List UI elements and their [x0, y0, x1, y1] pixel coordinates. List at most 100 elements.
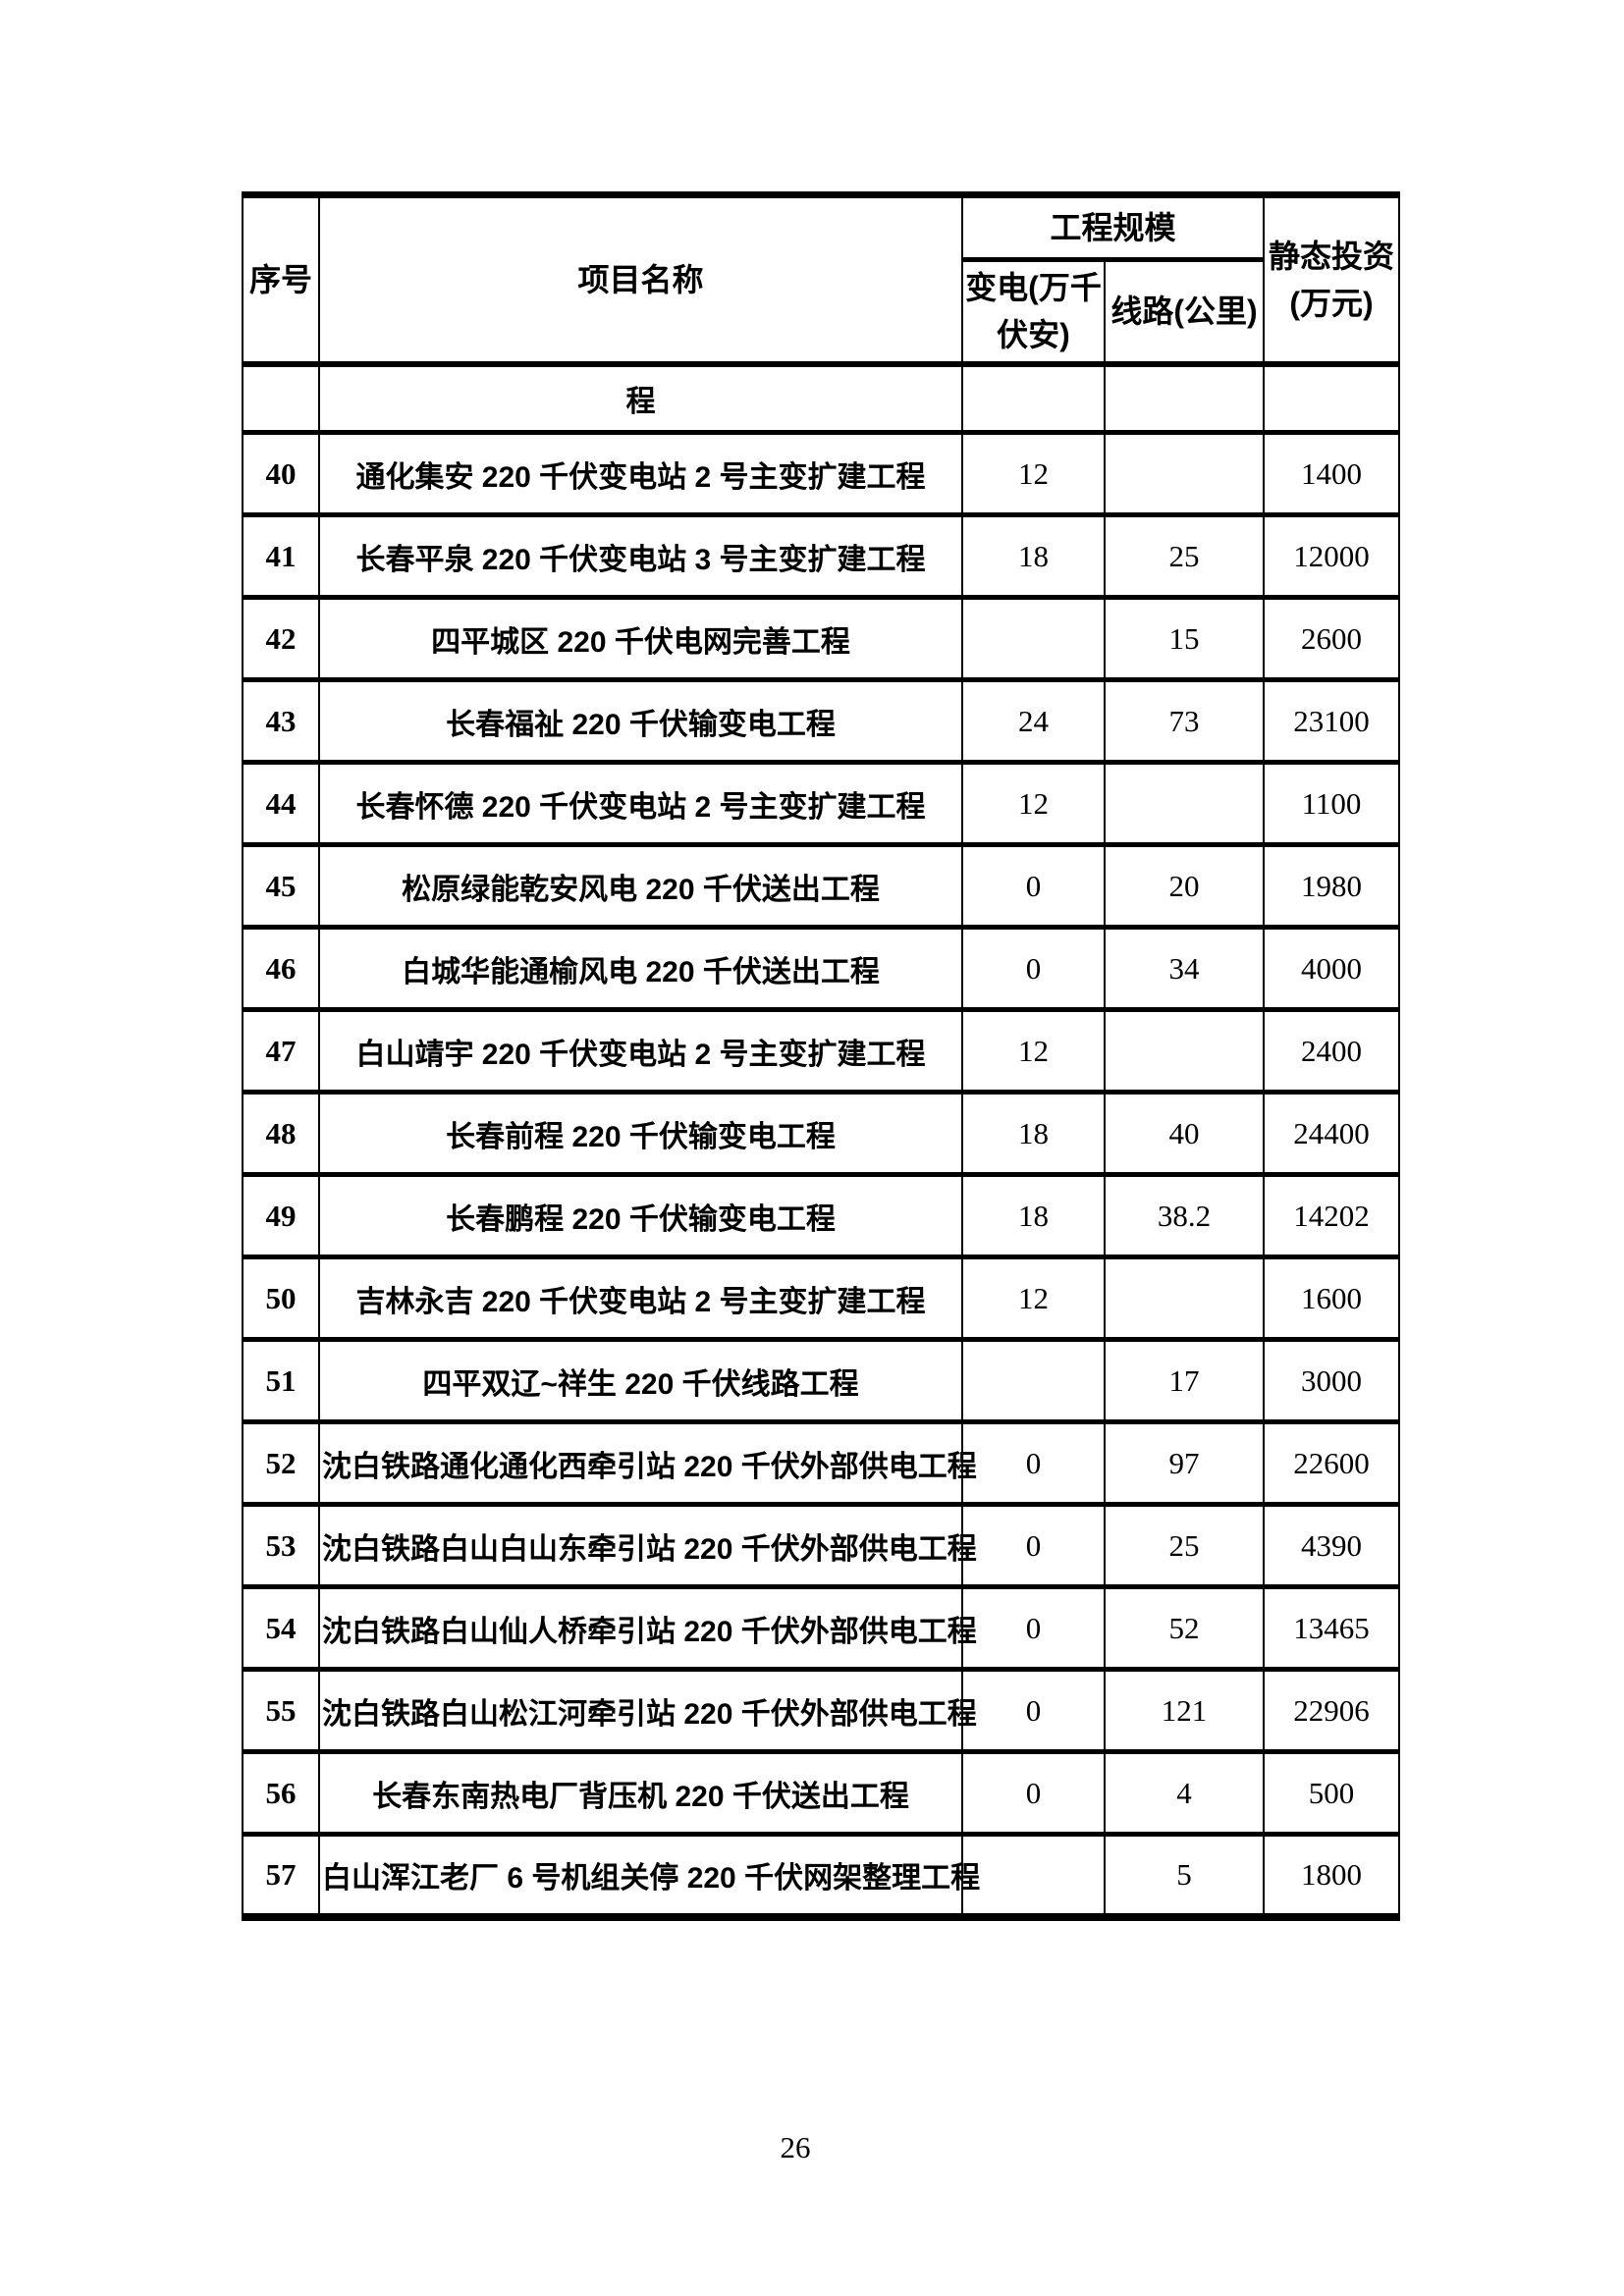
row-index-cell: 53: [242, 1502, 320, 1589]
row-index-cell: 57: [242, 1832, 320, 1919]
table-row: 56 长春东南热电厂背压机 220 千伏送出工程 0 4 500: [242, 1749, 1401, 1837]
investment-cell: 1980: [1263, 842, 1401, 930]
row-index-cell: 56: [242, 1749, 320, 1837]
line-length-cell: [1103, 430, 1266, 517]
transform-capacity-cell: [961, 1832, 1106, 1919]
transform-capacity-cell: [961, 361, 1106, 435]
investment-cell: 1400: [1263, 430, 1401, 517]
line-length-cell: 4: [1103, 1749, 1266, 1837]
table-row: 40 通化集安 220 千伏变电站 2 号主变扩建工程 12 1400: [242, 430, 1401, 517]
table-row: 52 沈白铁路通化通化西牵引站 220 千伏外部供电工程 0 97 22600: [242, 1419, 1401, 1507]
row-index-cell: 44: [242, 760, 320, 847]
investment-cell: 4390: [1263, 1502, 1401, 1589]
investment-cell: 22600: [1263, 1419, 1401, 1507]
table-header: 序号 项目名称 工程规模 静态投资(万元) 变电(万千伏安) 线路(公里): [242, 192, 1401, 367]
line-length-cell: [1103, 1255, 1266, 1342]
row-index-cell: 54: [242, 1584, 320, 1672]
project-name-cell: 沈白铁路白山仙人桥牵引站 220 千伏外部供电工程: [318, 1584, 977, 1672]
transform-capacity-cell: 12: [961, 1255, 1106, 1342]
header-scale-group: 工程规模: [960, 192, 1266, 262]
line-length-cell: 34: [1103, 925, 1266, 1012]
project-name-cell: 长春平泉 220 千伏变电站 3 号主变扩建工程: [318, 512, 963, 600]
table-row: 54 沈白铁路白山仙人桥牵引站 220 千伏外部供电工程 0 52 13465: [242, 1584, 1401, 1672]
investment-cell: 22906: [1263, 1667, 1401, 1754]
header-transform-capacity: 变电(万千伏安): [961, 258, 1106, 367]
line-length-cell: 15: [1103, 595, 1266, 682]
transform-capacity-cell: 24: [961, 677, 1106, 765]
investment-cell: 1100: [1263, 760, 1401, 847]
row-index-cell: 46: [242, 925, 320, 1012]
transform-capacity-cell: 0: [961, 1667, 1106, 1754]
row-index-cell: 49: [242, 1172, 320, 1259]
line-length-cell: [1103, 361, 1266, 435]
transform-capacity-cell: 0: [961, 1419, 1106, 1507]
row-index-cell: 47: [242, 1007, 320, 1095]
line-length-cell: 40: [1103, 1090, 1266, 1177]
line-length-cell: 25: [1103, 1502, 1266, 1589]
project-name-cell: 长春鹏程 220 千伏输变电工程: [318, 1172, 963, 1259]
table-row: 51 四平双辽~祥生 220 千伏线路工程 17 3000: [242, 1337, 1401, 1424]
investment-cell: 12000: [1263, 512, 1401, 600]
row-index-cell: 45: [242, 842, 320, 930]
line-length-cell: 97: [1103, 1419, 1266, 1507]
table-row: 49 长春鹏程 220 千伏输变电工程 18 38.2 14202: [242, 1172, 1401, 1259]
project-name-cell: 白山浑江老厂 6 号机组关停 220 千伏网架整理工程: [318, 1832, 980, 1919]
project-name-cell: 长春福祉 220 千伏输变电工程: [318, 677, 963, 765]
transform-capacity-cell: 0: [961, 1502, 1106, 1589]
table-row: 55 沈白铁路白山松江河牵引站 220 千伏外部供电工程 0 121 22906: [242, 1667, 1401, 1754]
row-index-cell: 48: [242, 1090, 320, 1177]
investment-cell: 13465: [1263, 1584, 1401, 1672]
line-length-cell: 73: [1103, 677, 1266, 765]
table-row: 41 长春平泉 220 千伏变电站 3 号主变扩建工程 18 25 12000: [242, 512, 1401, 600]
transform-capacity-cell: [961, 595, 1106, 682]
transform-capacity-cell: 12: [961, 430, 1106, 517]
project-name-cell: 沈白铁路白山松江河牵引站 220 千伏外部供电工程: [318, 1667, 977, 1754]
transform-capacity-cell: 12: [961, 760, 1106, 847]
investment-cell: 3000: [1263, 1337, 1401, 1424]
project-name-cell: 长春前程 220 千伏输变电工程: [318, 1090, 963, 1177]
investment-cell: 14202: [1263, 1172, 1401, 1259]
line-length-cell: 52: [1103, 1584, 1266, 1672]
row-index-cell: 43: [242, 677, 320, 765]
header-index: 序号: [242, 192, 320, 367]
line-length-cell: 17: [1103, 1337, 1266, 1424]
investment-cell: 24400: [1263, 1090, 1401, 1177]
project-name-cell: 四平双辽~祥生 220 千伏线路工程: [318, 1337, 963, 1424]
investment-cell: 1800: [1263, 1832, 1401, 1919]
transform-capacity-cell: 0: [961, 925, 1106, 1012]
line-length-cell: 20: [1103, 842, 1266, 930]
header-line-length: 线路(公里): [1103, 258, 1266, 367]
investment-cell: 2400: [1263, 1007, 1401, 1095]
project-name-cell: 松原绿能乾安风电 220 千伏送出工程: [318, 842, 963, 930]
investment-cell: 500: [1263, 1749, 1401, 1837]
project-name-cell: 白山靖宇 220 千伏变电站 2 号主变扩建工程: [318, 1007, 963, 1095]
table-row: 42 四平城区 220 千伏电网完善工程 15 2600: [242, 595, 1401, 682]
row-index-cell: 41: [242, 512, 320, 600]
table-row: 57 白山浑江老厂 6 号机组关停 220 千伏网架整理工程 5 1800: [242, 1832, 1401, 1919]
row-index-cell: 40: [242, 430, 320, 517]
row-index-cell: 52: [242, 1419, 320, 1507]
project-name-cell: 沈白铁路白山白山东牵引站 220 千伏外部供电工程: [318, 1502, 977, 1589]
table-row: 48 长春前程 220 千伏输变电工程 18 40 24400: [242, 1090, 1401, 1177]
project-name-cell: 通化集安 220 千伏变电站 2 号主变扩建工程: [318, 430, 963, 517]
table-row: 47 白山靖宇 220 千伏变电站 2 号主变扩建工程 12 2400: [242, 1007, 1401, 1095]
line-length-cell: [1103, 760, 1266, 847]
table-row: 46 白城华能通榆风电 220 千伏送出工程 0 34 4000: [242, 925, 1401, 1012]
investment-cell: 2600: [1263, 595, 1401, 682]
carryover-row: 程: [242, 361, 1401, 435]
transform-capacity-cell: [961, 1337, 1106, 1424]
investment-cell: [1263, 361, 1401, 435]
transform-capacity-cell: 0: [961, 1584, 1106, 1672]
project-name-cell: 吉林永吉 220 千伏变电站 2 号主变扩建工程: [318, 1255, 963, 1342]
row-index-cell: 55: [242, 1667, 320, 1754]
row-index-cell: 42: [242, 595, 320, 682]
table-row: 44 长春怀德 220 千伏变电站 2 号主变扩建工程 12 1100: [242, 760, 1401, 847]
transform-capacity-cell: 18: [961, 512, 1106, 600]
transform-capacity-cell: 18: [961, 1172, 1106, 1259]
table-row: 50 吉林永吉 220 千伏变电站 2 号主变扩建工程 12 1600: [242, 1255, 1401, 1342]
project-name-cell: 长春东南热电厂背压机 220 千伏送出工程: [318, 1749, 963, 1837]
investment-cell: 4000: [1263, 925, 1401, 1012]
row-index-cell: 51: [242, 1337, 320, 1424]
table-row: 53 沈白铁路白山白山东牵引站 220 千伏外部供电工程 0 25 4390: [242, 1502, 1401, 1589]
